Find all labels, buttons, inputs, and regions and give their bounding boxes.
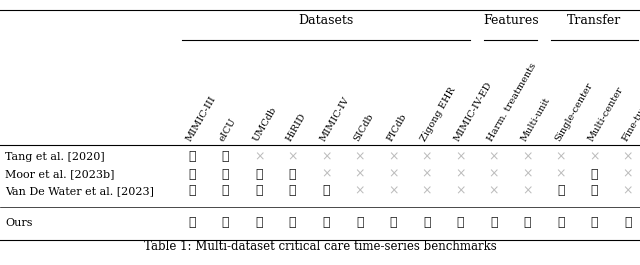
Text: ×: × <box>522 184 532 197</box>
Text: ✓: ✓ <box>222 217 229 229</box>
Text: Multi-center: Multi-center <box>587 85 625 143</box>
Text: ✓: ✓ <box>557 184 564 197</box>
Text: ✓: ✓ <box>255 184 263 197</box>
Text: Table 1: Multi-dataset critical care time-series benchmarks: Table 1: Multi-dataset critical care tim… <box>143 240 497 253</box>
Text: ✓: ✓ <box>188 151 196 164</box>
Text: ✓: ✓ <box>188 184 196 197</box>
Text: SICdb: SICdb <box>352 112 375 143</box>
Text: ✓: ✓ <box>222 184 229 197</box>
Text: ✓: ✓ <box>524 217 531 229</box>
Text: MIMIC-III: MIMIC-III <box>184 94 218 143</box>
Text: ×: × <box>388 167 399 180</box>
Text: ✓: ✓ <box>289 167 296 180</box>
Text: ✓: ✓ <box>255 217 263 229</box>
Text: ✓: ✓ <box>390 217 397 229</box>
Text: ×: × <box>254 151 264 164</box>
Text: ×: × <box>422 167 432 180</box>
Text: ×: × <box>388 151 399 164</box>
Text: ×: × <box>321 167 332 180</box>
Text: ✓: ✓ <box>289 184 296 197</box>
Text: ×: × <box>623 151 633 164</box>
Text: ✓: ✓ <box>591 217 598 229</box>
Text: ×: × <box>522 167 532 180</box>
Text: ×: × <box>455 151 465 164</box>
Text: Features: Features <box>483 14 538 27</box>
Text: UMCdb: UMCdb <box>252 105 278 143</box>
Text: ×: × <box>623 184 633 197</box>
Text: ✓: ✓ <box>222 167 229 180</box>
Text: eICU: eICU <box>218 117 238 143</box>
Text: ×: × <box>455 167 465 180</box>
Text: ×: × <box>488 167 499 180</box>
Text: ✓: ✓ <box>222 151 229 164</box>
Text: ×: × <box>455 184 465 197</box>
Text: ×: × <box>321 151 332 164</box>
Text: ×: × <box>488 151 499 164</box>
Text: Multi-unit: Multi-unit <box>520 96 552 143</box>
Text: PICdb: PICdb <box>385 112 408 143</box>
Text: ×: × <box>388 184 399 197</box>
Text: ×: × <box>589 151 600 164</box>
Text: ✓: ✓ <box>323 217 330 229</box>
Text: ×: × <box>488 184 499 197</box>
Text: ×: × <box>355 184 365 197</box>
Text: ×: × <box>623 167 633 180</box>
Text: ×: × <box>556 167 566 180</box>
Text: ✓: ✓ <box>188 167 196 180</box>
Text: Moor et al. [2023b]: Moor et al. [2023b] <box>5 169 115 179</box>
Text: ×: × <box>422 184 432 197</box>
Text: ✓: ✓ <box>624 217 632 229</box>
Text: ×: × <box>422 151 432 164</box>
Text: ×: × <box>355 151 365 164</box>
Text: ✓: ✓ <box>323 184 330 197</box>
Text: ×: × <box>522 151 532 164</box>
Text: ×: × <box>355 167 365 180</box>
Text: ✓: ✓ <box>557 217 564 229</box>
Text: HiRID: HiRID <box>285 112 308 143</box>
Text: MIMIC-IV-ED: MIMIC-IV-ED <box>452 80 494 143</box>
Text: ×: × <box>287 151 298 164</box>
Text: Zigong EHR: Zigong EHR <box>419 86 457 143</box>
Text: ✓: ✓ <box>591 184 598 197</box>
Text: Tang et al. [2020]: Tang et al. [2020] <box>5 152 105 162</box>
Text: Transfer: Transfer <box>567 14 621 27</box>
Text: ✓: ✓ <box>490 217 497 229</box>
Text: Datasets: Datasets <box>298 14 354 27</box>
Text: MIMIC-IV: MIMIC-IV <box>318 95 351 143</box>
Text: ×: × <box>556 151 566 164</box>
Text: ✓: ✓ <box>456 217 464 229</box>
Text: ✓: ✓ <box>255 167 263 180</box>
Text: ✓: ✓ <box>423 217 431 229</box>
Text: ✓: ✓ <box>356 217 364 229</box>
Text: ✓: ✓ <box>289 217 296 229</box>
Text: ✓: ✓ <box>188 217 196 229</box>
Text: Ours: Ours <box>5 218 33 228</box>
Text: Single-center: Single-center <box>553 81 594 143</box>
Text: Harm. treatments: Harm. treatments <box>486 61 538 143</box>
Text: Van De Water et al. [2023]: Van De Water et al. [2023] <box>5 186 154 196</box>
Text: Fine-tuning: Fine-tuning <box>620 89 640 143</box>
Text: ✓: ✓ <box>591 167 598 180</box>
